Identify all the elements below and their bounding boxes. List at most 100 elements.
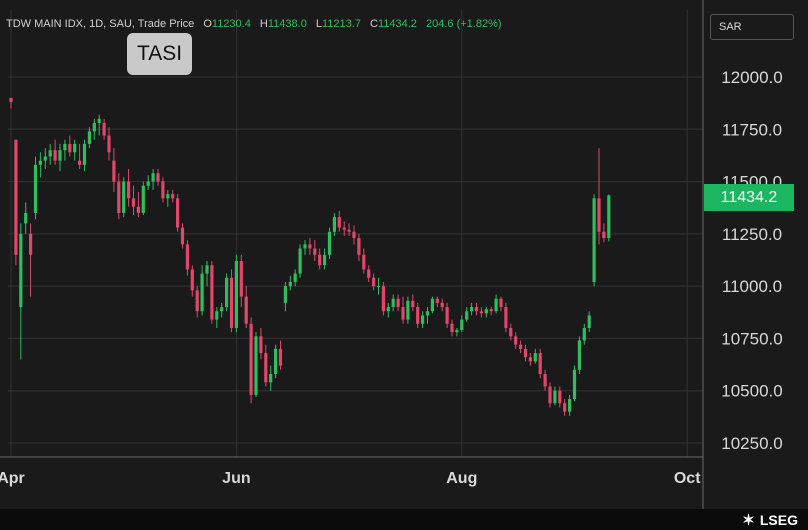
candle-body bbox=[421, 315, 425, 324]
chart-header: TDW MAIN IDX, 1D, SAU, Trade Price O1123… bbox=[6, 18, 502, 30]
candle bbox=[543, 369, 547, 391]
candle-body bbox=[543, 373, 547, 387]
candle-body bbox=[33, 164, 38, 213]
chart-grid bbox=[0, 0, 704, 509]
candle bbox=[249, 317, 253, 404]
candle-body bbox=[509, 327, 513, 337]
candle-body bbox=[376, 286, 381, 288]
candle bbox=[136, 192, 140, 218]
candle-body bbox=[14, 139, 18, 255]
candle-body bbox=[347, 229, 351, 232]
brand-logo: ✶ LSEG bbox=[742, 511, 798, 529]
close-label: C bbox=[370, 18, 378, 30]
candle-body bbox=[97, 118, 101, 124]
index-badge: TASI bbox=[127, 33, 192, 75]
candle bbox=[68, 135, 72, 157]
candle-body bbox=[592, 198, 596, 282]
candle bbox=[337, 210, 341, 232]
candle-body bbox=[146, 181, 150, 186]
candle bbox=[607, 194, 611, 242]
candle bbox=[190, 265, 194, 297]
candle bbox=[33, 156, 38, 220]
candle bbox=[558, 386, 562, 408]
candle bbox=[455, 327, 459, 337]
candle bbox=[146, 175, 150, 190]
candle bbox=[38, 152, 42, 178]
open-value: 11230.4 bbox=[211, 18, 251, 30]
candle bbox=[411, 294, 415, 312]
candle-body bbox=[131, 198, 136, 207]
candle-body bbox=[332, 217, 336, 232]
candle bbox=[577, 336, 581, 374]
y-tick-label: 10250.0 bbox=[721, 434, 782, 453]
candle-body bbox=[259, 336, 263, 354]
candle-body bbox=[494, 298, 498, 312]
candle bbox=[107, 127, 111, 161]
currency-label: SAR bbox=[719, 21, 742, 33]
candle bbox=[141, 181, 145, 216]
candle bbox=[78, 143, 82, 170]
candle bbox=[259, 327, 263, 360]
candle bbox=[92, 118, 96, 140]
candle bbox=[421, 311, 425, 328]
y-tick-label: 11250.0 bbox=[722, 225, 782, 244]
candle bbox=[514, 332, 518, 349]
candle-body bbox=[24, 212, 28, 224]
candle-body bbox=[176, 198, 180, 228]
close-value: 11434.2 bbox=[377, 18, 417, 30]
candle-body bbox=[288, 281, 292, 287]
candle bbox=[504, 302, 508, 333]
candle-body bbox=[406, 300, 410, 320]
candle-body bbox=[127, 181, 131, 199]
candle-body bbox=[151, 173, 155, 182]
candle-body bbox=[401, 307, 405, 320]
candle bbox=[274, 344, 278, 379]
candle bbox=[43, 148, 47, 170]
candle-body bbox=[229, 277, 234, 328]
candle-body bbox=[470, 307, 474, 312]
currency-selector[interactable]: SAR bbox=[710, 14, 794, 40]
candle-body bbox=[225, 277, 229, 308]
candle bbox=[460, 315, 464, 333]
candle-body bbox=[499, 298, 503, 308]
candle-body bbox=[293, 273, 297, 282]
candle bbox=[519, 340, 523, 354]
candle bbox=[131, 185, 136, 216]
candle-body bbox=[602, 231, 606, 239]
candle-body bbox=[136, 206, 140, 213]
candle-body bbox=[82, 143, 87, 165]
candle bbox=[396, 294, 400, 312]
candle-body bbox=[362, 254, 366, 270]
candle-body bbox=[538, 353, 542, 374]
candle-body bbox=[63, 143, 67, 151]
candle bbox=[465, 307, 469, 322]
candle bbox=[151, 169, 155, 190]
candle bbox=[548, 382, 552, 408]
candle-body bbox=[563, 403, 567, 412]
candle bbox=[327, 227, 332, 259]
candle bbox=[489, 307, 493, 316]
candle bbox=[156, 169, 160, 186]
candle-body bbox=[278, 348, 283, 366]
candle-body bbox=[78, 160, 82, 165]
candle bbox=[200, 265, 204, 316]
candle-body bbox=[357, 238, 361, 255]
candle bbox=[48, 143, 52, 165]
candle bbox=[381, 281, 385, 316]
candle bbox=[352, 225, 356, 245]
candle-body bbox=[303, 244, 307, 249]
candle bbox=[53, 139, 57, 165]
candle bbox=[117, 173, 121, 220]
candle-body bbox=[548, 386, 552, 404]
candle bbox=[269, 365, 273, 391]
candle-body bbox=[337, 217, 341, 228]
candle-body bbox=[430, 298, 434, 312]
candle bbox=[553, 386, 557, 406]
candle-body bbox=[308, 244, 312, 249]
x-tick-label: Aug bbox=[446, 470, 477, 487]
candle bbox=[416, 302, 420, 328]
candle-body bbox=[112, 160, 116, 182]
candle-body bbox=[381, 286, 385, 312]
candle-body bbox=[9, 97, 13, 103]
